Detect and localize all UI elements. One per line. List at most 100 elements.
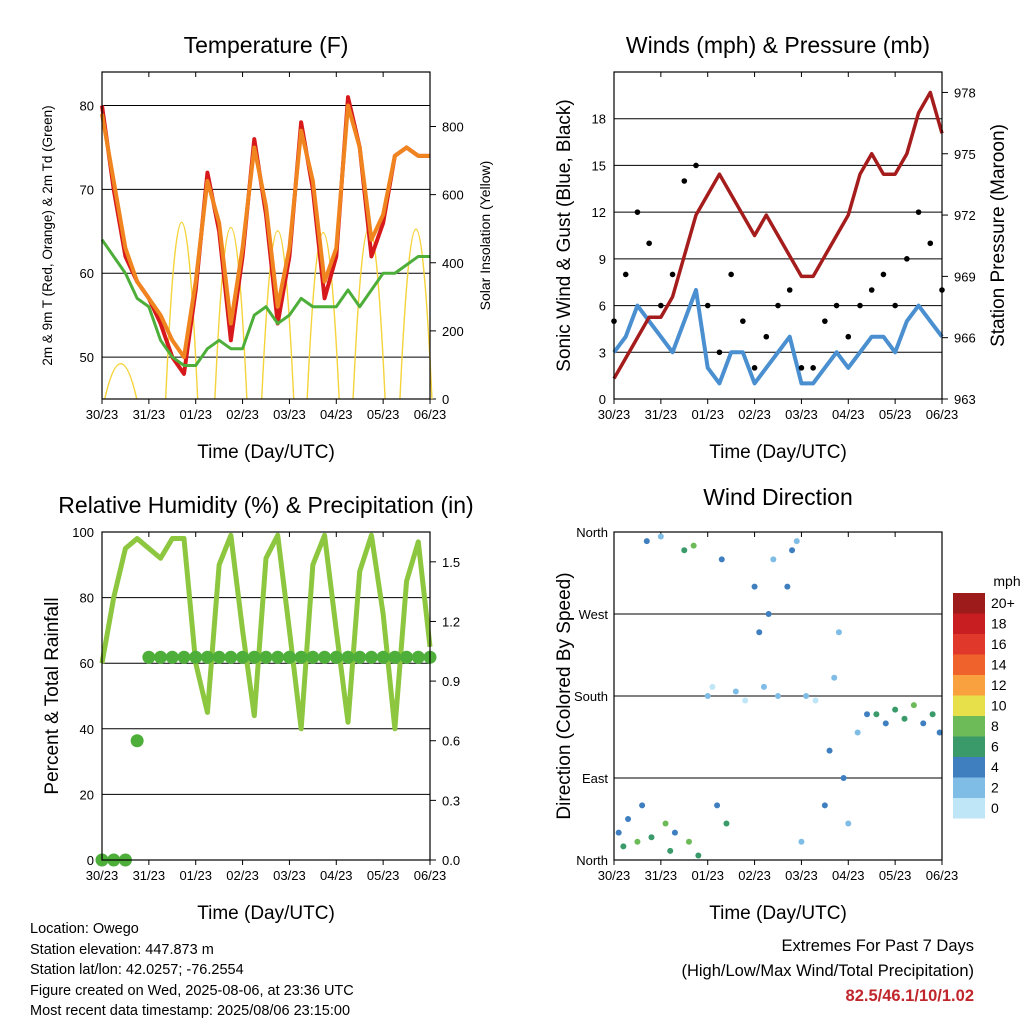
- gust-point: [857, 302, 863, 309]
- direction-point: [775, 693, 781, 699]
- gust-point: [658, 302, 664, 309]
- y2-axis-label: Station Pressure (Maroon): [988, 124, 1009, 347]
- gust-point: [822, 318, 828, 324]
- y-axis-label: Sonic Wind & Gust (Blue, Black): [554, 99, 575, 371]
- direction-point: [742, 697, 749, 704]
- x-tick-label: 03/23: [785, 407, 818, 422]
- x-axis-label: Time (Day/UTC): [709, 442, 847, 463]
- extremes-box: Extremes For Past 7 Days (High/Low/Max W…: [681, 934, 974, 1009]
- recent-timestamp: Most recent data timestamp: 2025/08/06 2…: [30, 1003, 351, 1019]
- direction-point: [821, 802, 828, 809]
- gust-point: [915, 209, 922, 215]
- precip-point: [142, 650, 156, 664]
- panel-3: Wind DirectionNorthEastSouthWestNorth30/…: [554, 484, 1021, 924]
- x-tick-label: 02/23: [226, 407, 259, 422]
- gust-point: [763, 333, 770, 340]
- y-axis-label: Direction (Colored By Speed): [554, 572, 575, 819]
- gust-point: [904, 256, 910, 262]
- y2-tick-label: 800: [442, 120, 464, 135]
- series-temp2m: [100, 95, 430, 376]
- precip-point: [411, 650, 425, 664]
- precip-point: [236, 650, 250, 664]
- x-tick-label: 01/23: [691, 868, 724, 883]
- direction-point: [892, 706, 899, 713]
- x-axis-label: Time (Day/UTC): [197, 903, 335, 924]
- direction-point: [667, 847, 674, 854]
- panel-title: Temperature (F): [184, 32, 349, 58]
- legend-label: 2: [991, 780, 999, 796]
- precip-point: [376, 650, 390, 664]
- y2-tick-label: 978: [954, 85, 976, 100]
- legend-label: 0: [991, 800, 999, 816]
- y-tick-label: 100: [72, 525, 94, 540]
- y-tick-label: 50: [80, 350, 94, 365]
- gust-point: [810, 365, 816, 371]
- y-tick-label: 15: [592, 158, 606, 173]
- plot-frame: [613, 71, 943, 400]
- gust-point: [751, 365, 758, 371]
- x-tick-label: 30/23: [86, 868, 119, 883]
- series-temp9m: [100, 103, 430, 360]
- direction-point: [714, 802, 721, 809]
- x-tick-label: 04/23: [832, 868, 865, 883]
- x-tick-label: 04/23: [320, 407, 353, 422]
- y-tick-label: 3: [599, 345, 606, 360]
- precip-point: [388, 650, 402, 664]
- x-tick-label: 03/23: [273, 868, 306, 883]
- y-tick-label: 18: [592, 112, 606, 127]
- gust-point: [646, 240, 652, 247]
- precip-point: [341, 650, 355, 664]
- precip-point: [306, 650, 320, 664]
- legend-swatch: [953, 593, 985, 614]
- precip-point: [224, 650, 238, 664]
- direction-point: [639, 802, 646, 809]
- precip-point: [353, 650, 367, 664]
- legend-swatch: [953, 634, 985, 655]
- y-tick-label: 6: [599, 299, 606, 314]
- y2-tick-label: 600: [442, 188, 464, 203]
- panel-title: Winds (mph) & Pressure (mb): [626, 32, 930, 58]
- precip-point: [364, 650, 378, 664]
- y-tick-label: 60: [80, 656, 94, 671]
- x-tick-label: 31/23: [645, 868, 678, 883]
- solar-peak: [399, 228, 433, 400]
- legend-label: 20+: [991, 595, 1015, 611]
- direction-point: [835, 629, 842, 636]
- direction-point: [840, 775, 847, 781]
- direction-point: [648, 834, 655, 841]
- legend-swatch: [953, 675, 985, 696]
- x-tick-label: 31/23: [645, 407, 678, 422]
- y2-tick-label: 963: [954, 392, 976, 407]
- legend-swatch: [953, 798, 985, 819]
- legend-label: 6: [991, 739, 999, 755]
- gust-point: [728, 271, 734, 278]
- panel-2: Relative Humidity (%) & Precipitation (i…: [42, 492, 474, 924]
- legend-swatch: [953, 613, 985, 634]
- x-tick-label: 01/23: [691, 407, 724, 422]
- solar-peak: [214, 226, 248, 400]
- x-tick-label: 03/23: [785, 868, 818, 883]
- direction-point: [910, 702, 917, 709]
- y2-tick-label: 969: [954, 269, 976, 284]
- precip-point: [177, 650, 191, 664]
- legend-label: 10: [991, 698, 1007, 714]
- solar-peak: [306, 231, 340, 400]
- extremes-title: Extremes For Past 7 Days: [781, 937, 974, 955]
- gust-point: [775, 302, 781, 309]
- precip-point: [271, 650, 285, 664]
- precip-point: [318, 650, 332, 664]
- direction-point: [732, 688, 739, 695]
- y-tick-label: 20: [80, 787, 94, 802]
- direction-point: [789, 547, 796, 554]
- x-axis-label: Time (Day/UTC): [709, 903, 847, 924]
- gust-point: [716, 349, 723, 356]
- precip-point: [247, 650, 261, 664]
- series-dewpoint: [100, 238, 430, 367]
- direction-point: [882, 720, 889, 727]
- y-tick-label: 70: [80, 182, 94, 197]
- legend-title: mph: [993, 573, 1020, 589]
- gust-point: [833, 302, 840, 309]
- gust-point: [669, 271, 676, 278]
- direction-point: [864, 711, 871, 718]
- direction-point: [845, 820, 852, 827]
